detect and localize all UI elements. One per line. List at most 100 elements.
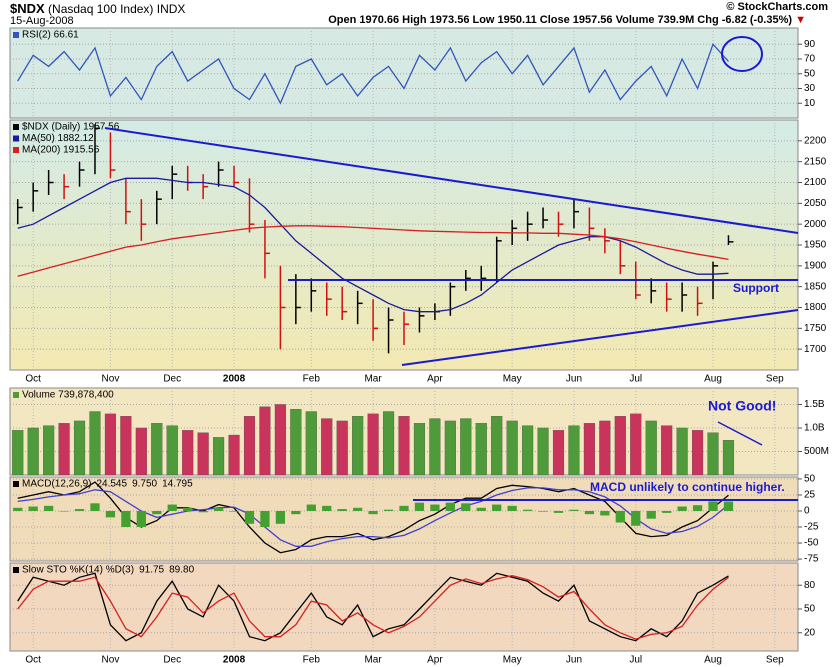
legend-swatch bbox=[13, 32, 19, 38]
y-tick-label: 2200 bbox=[804, 135, 827, 146]
volume-bar bbox=[197, 432, 209, 476]
panel-title: Volume 739,878,400 bbox=[22, 390, 114, 401]
y-tick-label: -50 bbox=[804, 538, 819, 549]
histogram-bar bbox=[538, 510, 548, 512]
histogram-bar bbox=[399, 505, 409, 511]
histogram-bar bbox=[430, 504, 440, 511]
histogram-bar bbox=[677, 506, 687, 511]
y-tick-label: 1800 bbox=[804, 302, 827, 313]
y-tick-label: 2050 bbox=[804, 198, 827, 209]
legend-swatch bbox=[13, 481, 19, 487]
histogram-bar bbox=[723, 501, 734, 511]
x-tick-label: Dec bbox=[163, 374, 181, 385]
volume-bar bbox=[336, 420, 348, 476]
y-tick-label: 0 bbox=[804, 506, 810, 517]
volume-bar bbox=[290, 409, 302, 476]
histogram-bar bbox=[229, 510, 239, 512]
histogram-bar bbox=[260, 510, 270, 528]
histogram-bar bbox=[507, 505, 517, 511]
x-tick-label: May bbox=[503, 374, 522, 385]
histogram-bar bbox=[600, 510, 610, 516]
y-tick-label: 500M bbox=[804, 446, 829, 457]
y-tick-label: 50 bbox=[804, 68, 816, 79]
histogram-bar bbox=[105, 510, 116, 518]
volume-bar bbox=[722, 440, 735, 476]
rising-trendline bbox=[401, 309, 799, 366]
y-tick-label: 1.5B bbox=[804, 399, 825, 410]
histogram-bar bbox=[662, 510, 672, 513]
y-tick-label: 30 bbox=[804, 83, 816, 94]
x-tick-label: Mar bbox=[364, 374, 382, 385]
volume-bar bbox=[135, 427, 147, 476]
rsi-circle bbox=[721, 36, 763, 72]
histogram-bar bbox=[368, 510, 378, 515]
volume-bar bbox=[614, 416, 626, 476]
volume-bar bbox=[444, 420, 456, 476]
series-line bbox=[17, 575, 729, 640]
volume-bar bbox=[460, 418, 472, 476]
y-tick-label: -25 bbox=[804, 522, 819, 533]
x-tick-label: Feb bbox=[303, 655, 321, 666]
x-tick-label: Jul bbox=[629, 374, 642, 385]
legend-value: 91.75 bbox=[139, 565, 164, 576]
histogram-bar bbox=[553, 510, 564, 513]
y-tick-label: 20 bbox=[804, 627, 816, 638]
volume-bar bbox=[213, 437, 225, 476]
histogram-bar bbox=[306, 504, 316, 511]
series-line bbox=[17, 225, 729, 277]
series-line bbox=[17, 572, 729, 642]
volume-bar bbox=[568, 425, 580, 476]
y-tick-label: 1900 bbox=[804, 260, 827, 271]
histogram-bar bbox=[198, 510, 208, 513]
y-tick-label: 2100 bbox=[804, 177, 827, 188]
histogram-bar bbox=[13, 507, 23, 511]
volume-bar bbox=[537, 427, 549, 476]
volume-bar bbox=[89, 411, 101, 476]
histogram-bar bbox=[476, 507, 486, 511]
y-tick-label: 1.0B bbox=[804, 423, 825, 434]
histogram-bar bbox=[167, 504, 177, 511]
x-tick-label: Jul bbox=[629, 655, 642, 666]
x-tick-label: Apr bbox=[427, 655, 443, 666]
y-tick-label: -75 bbox=[804, 554, 819, 565]
header: $NDX (Nasdaq 100 Index) INDX bbox=[10, 1, 185, 16]
histogram-bar bbox=[353, 507, 363, 511]
volume-bar bbox=[104, 413, 116, 476]
volume-bar bbox=[228, 434, 240, 476]
date: 15-Aug-2008 bbox=[10, 15, 74, 27]
series-line bbox=[17, 177, 729, 313]
histogram-bar bbox=[492, 504, 502, 511]
volume-bar bbox=[676, 427, 688, 476]
annotation: Support bbox=[733, 281, 779, 295]
volume-bar bbox=[58, 423, 70, 476]
x-tick-label: Dec bbox=[163, 655, 181, 666]
legend-swatch bbox=[13, 135, 19, 142]
volume-bar bbox=[151, 423, 163, 476]
legend-label: MA(200) 1915.56 bbox=[22, 145, 100, 156]
histogram-bar bbox=[414, 502, 425, 511]
volume-bar bbox=[274, 404, 286, 476]
panel-background bbox=[9, 27, 799, 119]
histogram-bar bbox=[708, 501, 718, 511]
x-tick-label: 2008 bbox=[223, 374, 246, 385]
y-tick-label: 10 bbox=[804, 98, 816, 109]
volume-bar bbox=[707, 432, 719, 476]
histogram-bar bbox=[275, 510, 286, 524]
legend-label: $NDX (Daily) 1957.56 bbox=[22, 122, 120, 133]
histogram-bar bbox=[291, 510, 301, 515]
volume-bar bbox=[661, 425, 673, 476]
volume-bar bbox=[429, 418, 441, 476]
x-tick-label: Aug bbox=[704, 374, 722, 385]
y-tick-label: 80 bbox=[804, 580, 816, 591]
annotation: Not Good! bbox=[708, 398, 776, 414]
x-tick-label: Sep bbox=[766, 655, 784, 666]
y-tick-label: 50 bbox=[804, 474, 816, 485]
volume-bar bbox=[692, 430, 704, 476]
volume-bar bbox=[243, 416, 256, 476]
histogram-bar bbox=[244, 510, 255, 524]
volume-bar bbox=[73, 420, 86, 476]
volume-bar bbox=[305, 411, 317, 476]
volume-bar bbox=[413, 423, 426, 476]
